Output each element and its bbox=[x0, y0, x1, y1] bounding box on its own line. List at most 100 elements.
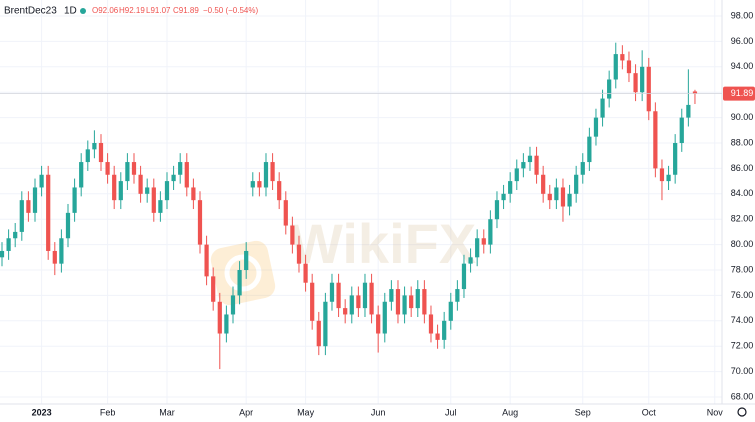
candle-body bbox=[580, 162, 585, 175]
candle-body bbox=[244, 250, 249, 271]
candle-body bbox=[303, 263, 308, 283]
candle-body bbox=[587, 136, 592, 163]
watermark-text: WikiFX bbox=[290, 212, 476, 275]
x-tick-label: Jun bbox=[371, 407, 386, 417]
candle-body bbox=[6, 238, 11, 251]
candle-body bbox=[692, 91, 698, 94]
x-tick-label: Sep bbox=[575, 407, 591, 417]
candle-body bbox=[283, 200, 288, 226]
candle-body bbox=[112, 174, 117, 201]
candle-body bbox=[593, 117, 599, 137]
candle-body bbox=[560, 187, 566, 207]
y-tick-label: 90.00 bbox=[731, 112, 754, 122]
candle-body bbox=[52, 250, 57, 264]
candle-body bbox=[204, 244, 209, 277]
last-price-tag bbox=[723, 86, 755, 101]
watermark: WikiFX bbox=[210, 212, 476, 306]
candle-body bbox=[164, 181, 170, 201]
candle-body bbox=[600, 98, 605, 118]
candle-body bbox=[151, 187, 156, 213]
candle-body bbox=[65, 212, 71, 239]
candle-body bbox=[211, 276, 216, 302]
header: BrentDec23 1D O92.06 H92.19 L91.07 C91.8… bbox=[4, 6, 258, 17]
settings-gear[interactable] bbox=[737, 407, 747, 417]
candle-body bbox=[290, 225, 295, 245]
candle-body bbox=[574, 174, 579, 194]
candle-body bbox=[191, 187, 196, 201]
y-tick-label: 86.00 bbox=[731, 163, 754, 173]
candle-body bbox=[666, 174, 671, 182]
candle-body bbox=[237, 270, 242, 296]
status-dot bbox=[80, 8, 86, 14]
candle-body bbox=[646, 66, 651, 112]
x-tick-label: Nov bbox=[707, 407, 724, 417]
watermark-logo-ring bbox=[224, 254, 262, 292]
y-tick-label: 82.00 bbox=[731, 214, 754, 224]
candle-body bbox=[409, 295, 414, 309]
close-value: C91.89 bbox=[173, 6, 199, 15]
candle-body bbox=[13, 231, 18, 239]
candle-body bbox=[217, 301, 222, 334]
candle-body bbox=[626, 60, 632, 74]
y-tick-label: 78.00 bbox=[731, 264, 754, 274]
candle-body bbox=[46, 174, 51, 251]
candle-body bbox=[263, 162, 269, 188]
candle-body bbox=[613, 54, 618, 80]
candle-body bbox=[19, 200, 24, 232]
interval: 1D bbox=[64, 6, 77, 17]
candle-body bbox=[26, 200, 31, 213]
candle-body bbox=[415, 289, 420, 309]
candle-body bbox=[316, 320, 321, 347]
candle-body bbox=[633, 73, 638, 93]
candle-body bbox=[125, 162, 130, 182]
y-tick-label: 80.00 bbox=[731, 239, 754, 249]
candle-body bbox=[382, 301, 387, 334]
candle-body bbox=[468, 257, 473, 264]
x-tick-label: Feb bbox=[100, 407, 116, 417]
candle-body bbox=[250, 181, 255, 188]
candle-body bbox=[138, 174, 143, 194]
candle-body bbox=[534, 155, 539, 175]
candle-body bbox=[455, 289, 460, 302]
y-tick-label: 96.00 bbox=[731, 36, 754, 46]
candle-body bbox=[362, 282, 368, 309]
candle-body bbox=[270, 162, 275, 182]
candle-body bbox=[395, 289, 401, 315]
candle-body bbox=[257, 181, 262, 188]
y-tick-label: 98.00 bbox=[731, 10, 754, 20]
candle-body bbox=[85, 149, 90, 163]
x-tick-label: May bbox=[297, 407, 315, 417]
change-value: −0.50 (−0.54%) bbox=[203, 6, 258, 15]
candle-body bbox=[422, 289, 427, 315]
candle-body bbox=[547, 193, 552, 201]
candle-body bbox=[376, 314, 381, 334]
candle-body bbox=[659, 168, 665, 182]
candle-body bbox=[92, 143, 97, 150]
candle-body bbox=[59, 238, 64, 264]
candle-body bbox=[356, 295, 361, 309]
candle-body bbox=[349, 295, 354, 315]
candle-body bbox=[98, 143, 104, 163]
candle-body bbox=[72, 187, 77, 213]
y-tick-label: 76.00 bbox=[731, 290, 754, 300]
candle-body bbox=[481, 238, 486, 245]
x-tick-label: Oct bbox=[642, 407, 657, 417]
candle-body bbox=[118, 181, 123, 201]
candle-body bbox=[178, 162, 183, 175]
settings-icon[interactable] bbox=[737, 407, 747, 417]
candle-body bbox=[620, 54, 625, 61]
y-tick-label: 88.00 bbox=[731, 137, 754, 147]
candle-body bbox=[0, 250, 5, 258]
candle-body bbox=[224, 314, 229, 334]
candle-body bbox=[158, 200, 163, 213]
candle-body bbox=[673, 143, 678, 175]
y-tick-label: 72.00 bbox=[731, 341, 754, 351]
candle-body bbox=[32, 187, 38, 213]
candle-body bbox=[145, 187, 150, 194]
candle-body bbox=[508, 181, 513, 194]
candle-body bbox=[679, 117, 684, 144]
candle-body bbox=[554, 187, 559, 201]
y-tick-label: 94.00 bbox=[731, 61, 754, 71]
candle-body bbox=[501, 193, 506, 201]
open-value: O92.06 bbox=[92, 6, 119, 15]
